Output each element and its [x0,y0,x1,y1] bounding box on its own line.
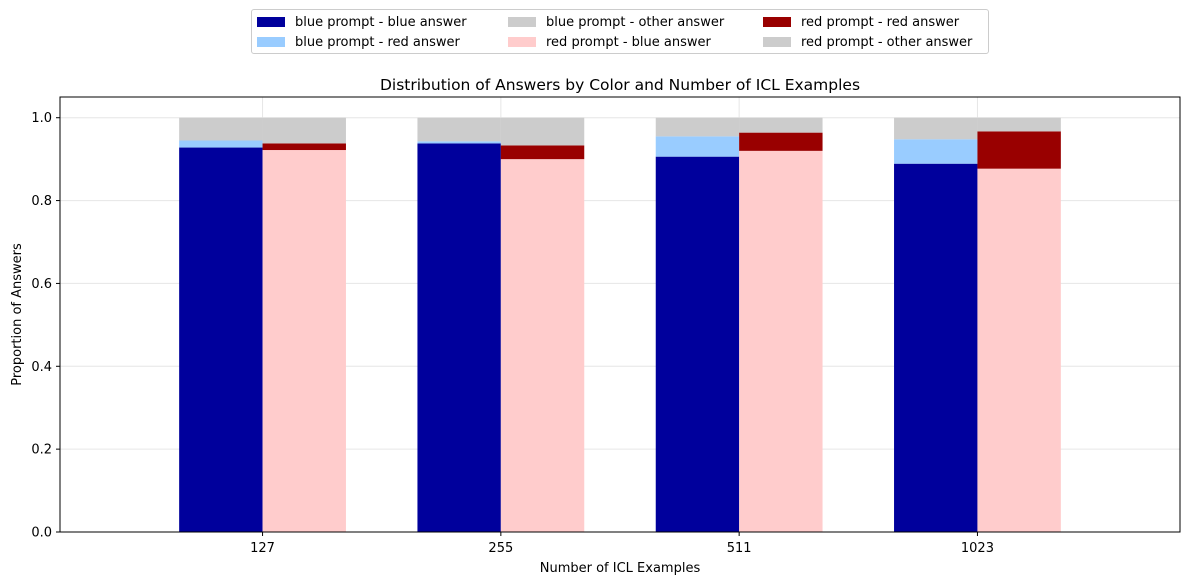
bar-segment [739,150,823,532]
x-tick-label: 511 [727,541,752,556]
legend-swatch [257,17,285,27]
bar-segment [739,117,823,133]
bar-segment [655,156,740,532]
y-tick-label: 0.0 [31,526,52,541]
x-tick-label: 255 [488,541,513,556]
legend-item: blue prompt - blue answer [257,12,467,32]
legend-label: red prompt - blue answer [546,34,711,50]
bar-segment [894,139,978,164]
legend-swatch [257,37,285,47]
y-tick-label: 0.2 [31,443,52,458]
chart-title: Distribution of Answers by Color and Num… [380,76,860,94]
legend-label: blue prompt - other answer [546,14,725,30]
plot-frame [59,96,1181,533]
legend-swatch [763,17,791,27]
bar-segment [417,143,501,532]
bar-segment [655,136,740,157]
legend-label: red prompt - red answer [801,14,960,30]
legend-item: red prompt - other answer [763,32,972,52]
bar-segment [262,117,346,144]
bar-segment [500,117,585,146]
legend: blue prompt - blue answer blue prompt - … [251,9,989,54]
x-tick-label: 127 [250,541,275,556]
bar-segment [179,140,263,148]
legend-item: red prompt - red answer [763,12,959,32]
bar-segment [977,131,1061,169]
bar-segment [500,159,585,532]
y-tick-label: 0.8 [31,194,52,209]
legend-swatch [508,37,536,47]
bar-segment [894,117,978,140]
bar-segment [977,168,1061,532]
bar-segment [500,145,585,160]
legend-item: blue prompt - red answer [257,32,460,52]
legend-item: red prompt - blue answer [508,32,711,52]
legend-swatch [508,17,536,27]
bar-segment [179,147,263,533]
bar-segment [417,141,501,144]
bar-segment [977,117,1061,132]
bar-segment [739,132,823,151]
bar-segment [262,150,346,532]
bar-segment [655,117,740,137]
legend-item: blue prompt - other answer [508,12,724,32]
x-tick-label: 1023 [961,541,994,556]
x-axis-label: Number of ICL Examples [540,561,701,576]
y-tick-label: 0.4 [31,360,52,375]
legend-swatch [763,37,791,47]
y-tick-label: 0.6 [31,277,52,292]
bar-segment [894,163,978,532]
bar-segment [417,117,501,142]
bar-segment [179,117,263,141]
bars-layer [179,117,1061,533]
y-tick-label: 1.0 [31,111,52,126]
legend-label: red prompt - other answer [801,34,973,50]
y-axis-label: Proportion of Answers [10,243,25,386]
legend-label: blue prompt - blue answer [295,14,467,30]
ticks-layer: 0.0 0.2 0.4 0.6 0.8 1.0 127 255 511 1023 [31,111,994,556]
legend-label: blue prompt - red answer [295,34,460,50]
bar-segment [262,143,346,151]
